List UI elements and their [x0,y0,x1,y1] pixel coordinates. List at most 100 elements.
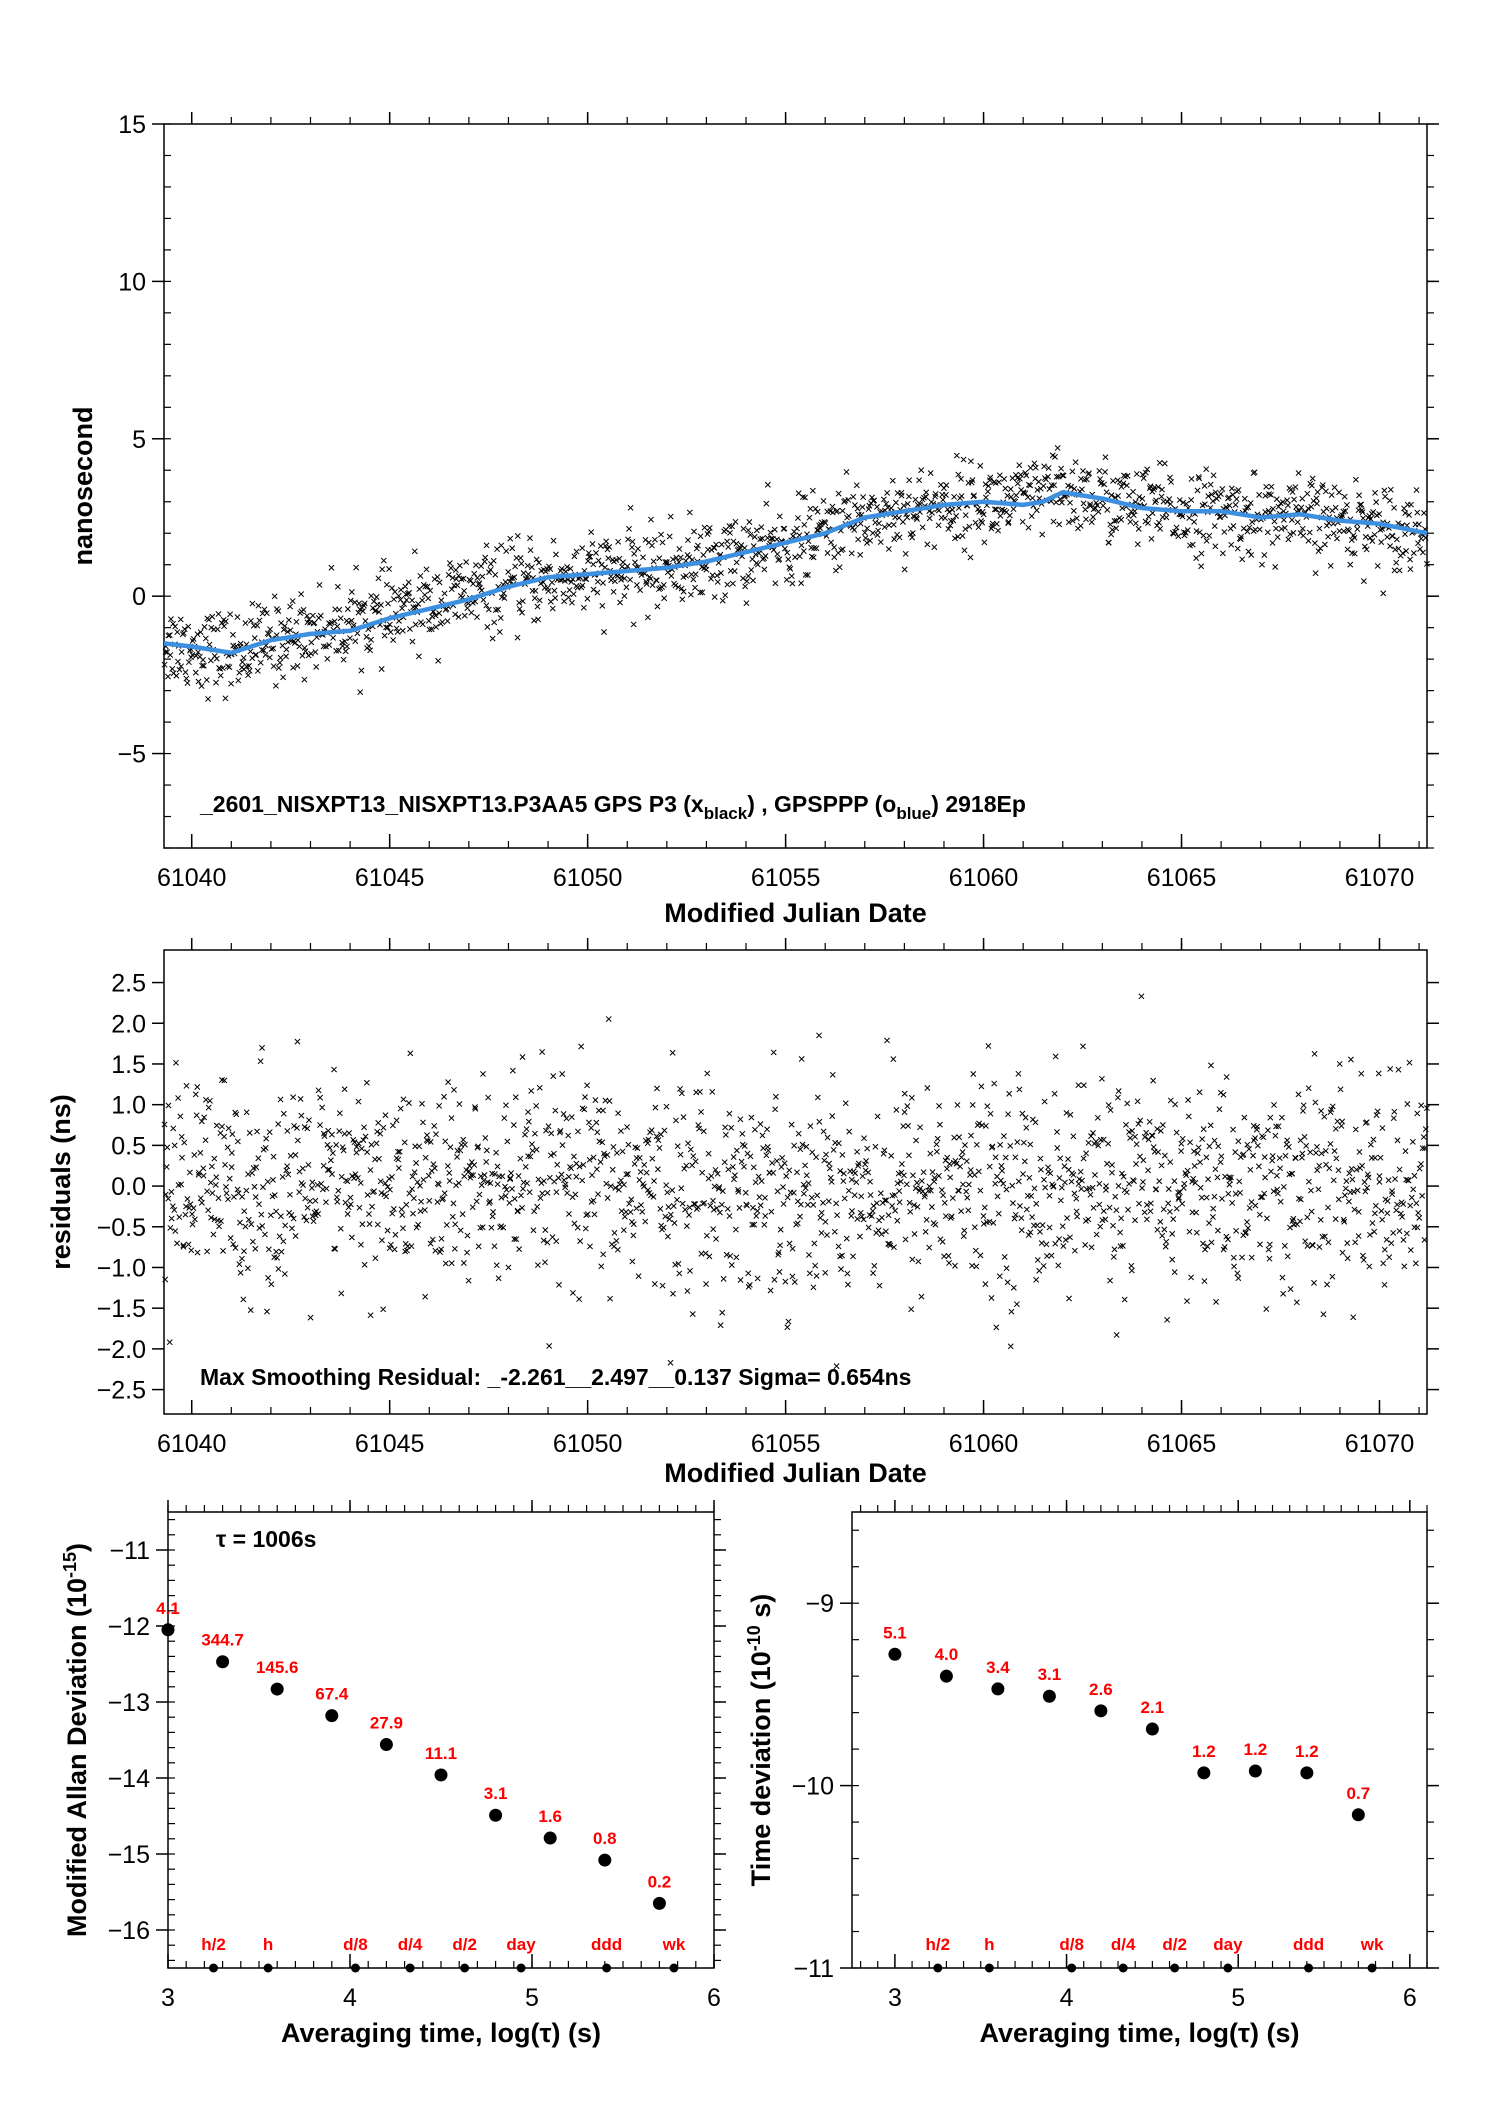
data-point [1342,1185,1349,1192]
data-point [979,519,986,526]
data-point [726,1110,733,1117]
data-point [911,1230,918,1237]
data-point [416,1143,423,1150]
data-point [1282,1152,1289,1159]
data-point [1166,496,1173,503]
data-point [1329,1273,1336,1280]
data-point [1083,476,1090,483]
data-point [558,565,565,572]
data-point [773,1158,780,1164]
data-point [1208,1239,1215,1246]
data-point [186,1169,193,1176]
data-point [901,1109,908,1116]
data-point [655,1137,662,1144]
data-point [501,1115,508,1122]
data-point [1048,1252,1055,1259]
data-point [1184,1167,1191,1174]
data-point [667,1211,674,1218]
data-point [500,590,507,597]
y-tick-label: −11 [793,1955,834,1983]
data-point [206,641,213,648]
residuals-panel: 61040 61045 61050 61055 61060 61065 61070−2.5−… [46,938,1439,1488]
data-point [620,1181,627,1188]
data-point [966,523,973,530]
data-point [771,1276,778,1283]
data-point [1298,504,1305,511]
tau-marker [602,1963,612,1973]
data-point [195,1171,202,1178]
data-point [426,1197,433,1204]
data-point [1311,1279,1317,1286]
deviation-point [1042,1689,1056,1703]
data-point [757,536,764,543]
data-point [393,1117,400,1124]
data-point [1210,472,1217,479]
data-point [821,1157,828,1164]
data-point [910,1172,916,1179]
data-point [294,1038,301,1045]
data-point [1383,1236,1390,1243]
data-point [1107,1277,1114,1284]
data-point [995,527,1002,534]
data-point [635,1273,642,1280]
data-point [476,580,483,587]
data-point [957,1163,964,1170]
data-point [493,1262,500,1269]
data-point [1045,465,1052,471]
data-point [992,1180,999,1187]
data-point [178,1133,185,1140]
data-point [1018,1215,1025,1221]
data-point [463,559,470,566]
data-point [996,479,1002,486]
data-point [940,496,946,503]
data-point [218,1218,224,1225]
data-point [839,1151,846,1158]
data-point [1034,1257,1041,1263]
data-point [1219,550,1226,557]
data-point [772,1106,779,1113]
data-point [1243,504,1250,511]
data-point [663,559,670,566]
data-point [1156,519,1162,526]
data-point [843,468,850,475]
data-point [1073,1208,1080,1215]
data-point [1130,488,1137,495]
data-point [660,582,667,588]
point-label: 0.8 [593,1829,617,1848]
data-point [1294,519,1301,526]
data-point [936,1121,943,1128]
data-point [314,1181,321,1188]
data-point [425,595,432,602]
data-point [181,626,188,633]
data-point [516,1246,523,1253]
data-point [586,1119,592,1126]
data-point [514,634,521,641]
data-point [984,1103,991,1110]
data-point [340,656,347,663]
data-point [265,1274,272,1281]
data-point [719,597,726,604]
data-point [864,1145,871,1152]
data-point [474,1144,481,1151]
data-point [519,609,525,616]
tau-marker [209,1963,218,1973]
data-point [630,1232,637,1239]
data-point [1414,1224,1421,1231]
deviation-point [1145,1722,1159,1736]
data-point [634,545,641,552]
data-point [804,572,811,578]
data-point [885,546,892,552]
data-point [776,556,783,563]
x-tick-label: 61040 [157,1430,227,1458]
data-point [362,1133,369,1140]
data-point [686,1212,692,1218]
data-point [1281,524,1288,531]
data-point [918,1293,925,1300]
data-point [1304,490,1311,497]
data-point [1284,1137,1291,1144]
data-point [1046,1224,1053,1231]
data-point [178,663,184,670]
data-point [1052,453,1058,460]
data-point [905,1122,911,1129]
tau-marker [984,1963,994,1973]
